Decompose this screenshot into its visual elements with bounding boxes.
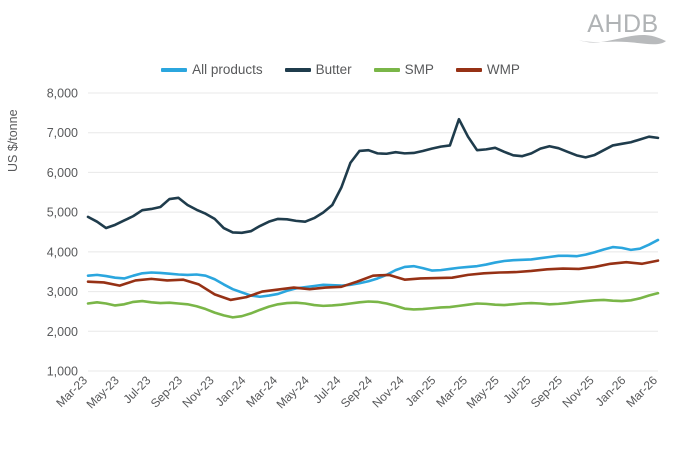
x-tick-label: May-23 — [84, 373, 122, 411]
x-tick-label: Jan-24 — [213, 373, 249, 409]
y-axis-ticks: 1,000 2,000 3,000 4,000 5,000 6,000 7,000 8,000 — [47, 87, 78, 379]
y-tick-label: 5,000 — [47, 206, 78, 220]
x-tick-label: May-25 — [464, 373, 502, 411]
series-lines — [86, 117, 660, 319]
series-line-all-products[interactable] — [86, 238, 660, 299]
x-tick-label: Mar-25 — [433, 373, 470, 410]
x-tick-label: Nov-24 — [370, 373, 407, 410]
y-tick-label: 4,000 — [47, 245, 78, 259]
x-tick-label: Mar-23 — [53, 373, 90, 410]
x-tick-label: Mar-26 — [623, 373, 660, 410]
gridlines — [88, 92, 658, 372]
y-tick-label: 8,000 — [47, 87, 78, 101]
svg-text:AHDB: AHDB — [587, 10, 658, 38]
y-tick-label: 2,000 — [47, 325, 78, 339]
x-tick-label: Jan-25 — [403, 373, 439, 409]
y-axis-label: US $/tonne — [6, 109, 20, 172]
x-tick-label: Nov-25 — [560, 373, 597, 410]
y-tick-label: 3,000 — [47, 285, 78, 299]
x-axis-ticks: Mar-23May-23Jul-23Sep-23Nov-23Jan-24Mar-… — [53, 373, 660, 411]
x-tick-label: Jan-26 — [593, 373, 629, 409]
y-tick-label: 7,000 — [47, 126, 78, 140]
x-tick-label: Sep-23 — [148, 373, 185, 410]
x-tick-label: Mar-24 — [243, 373, 280, 410]
x-tick-label: Sep-24 — [338, 373, 375, 410]
y-tick-label: 1,000 — [47, 365, 78, 379]
x-tick-label: May-24 — [274, 373, 312, 411]
series-line-smp[interactable] — [86, 291, 660, 319]
x-tick-label: Sep-25 — [528, 373, 565, 410]
ahdb-logo: AHDB — [577, 8, 669, 48]
x-tick-label: Nov-23 — [180, 373, 217, 410]
series-line-wmp[interactable] — [86, 259, 660, 302]
y-tick-label: 6,000 — [47, 166, 78, 180]
series-line-butter[interactable] — [86, 117, 660, 235]
